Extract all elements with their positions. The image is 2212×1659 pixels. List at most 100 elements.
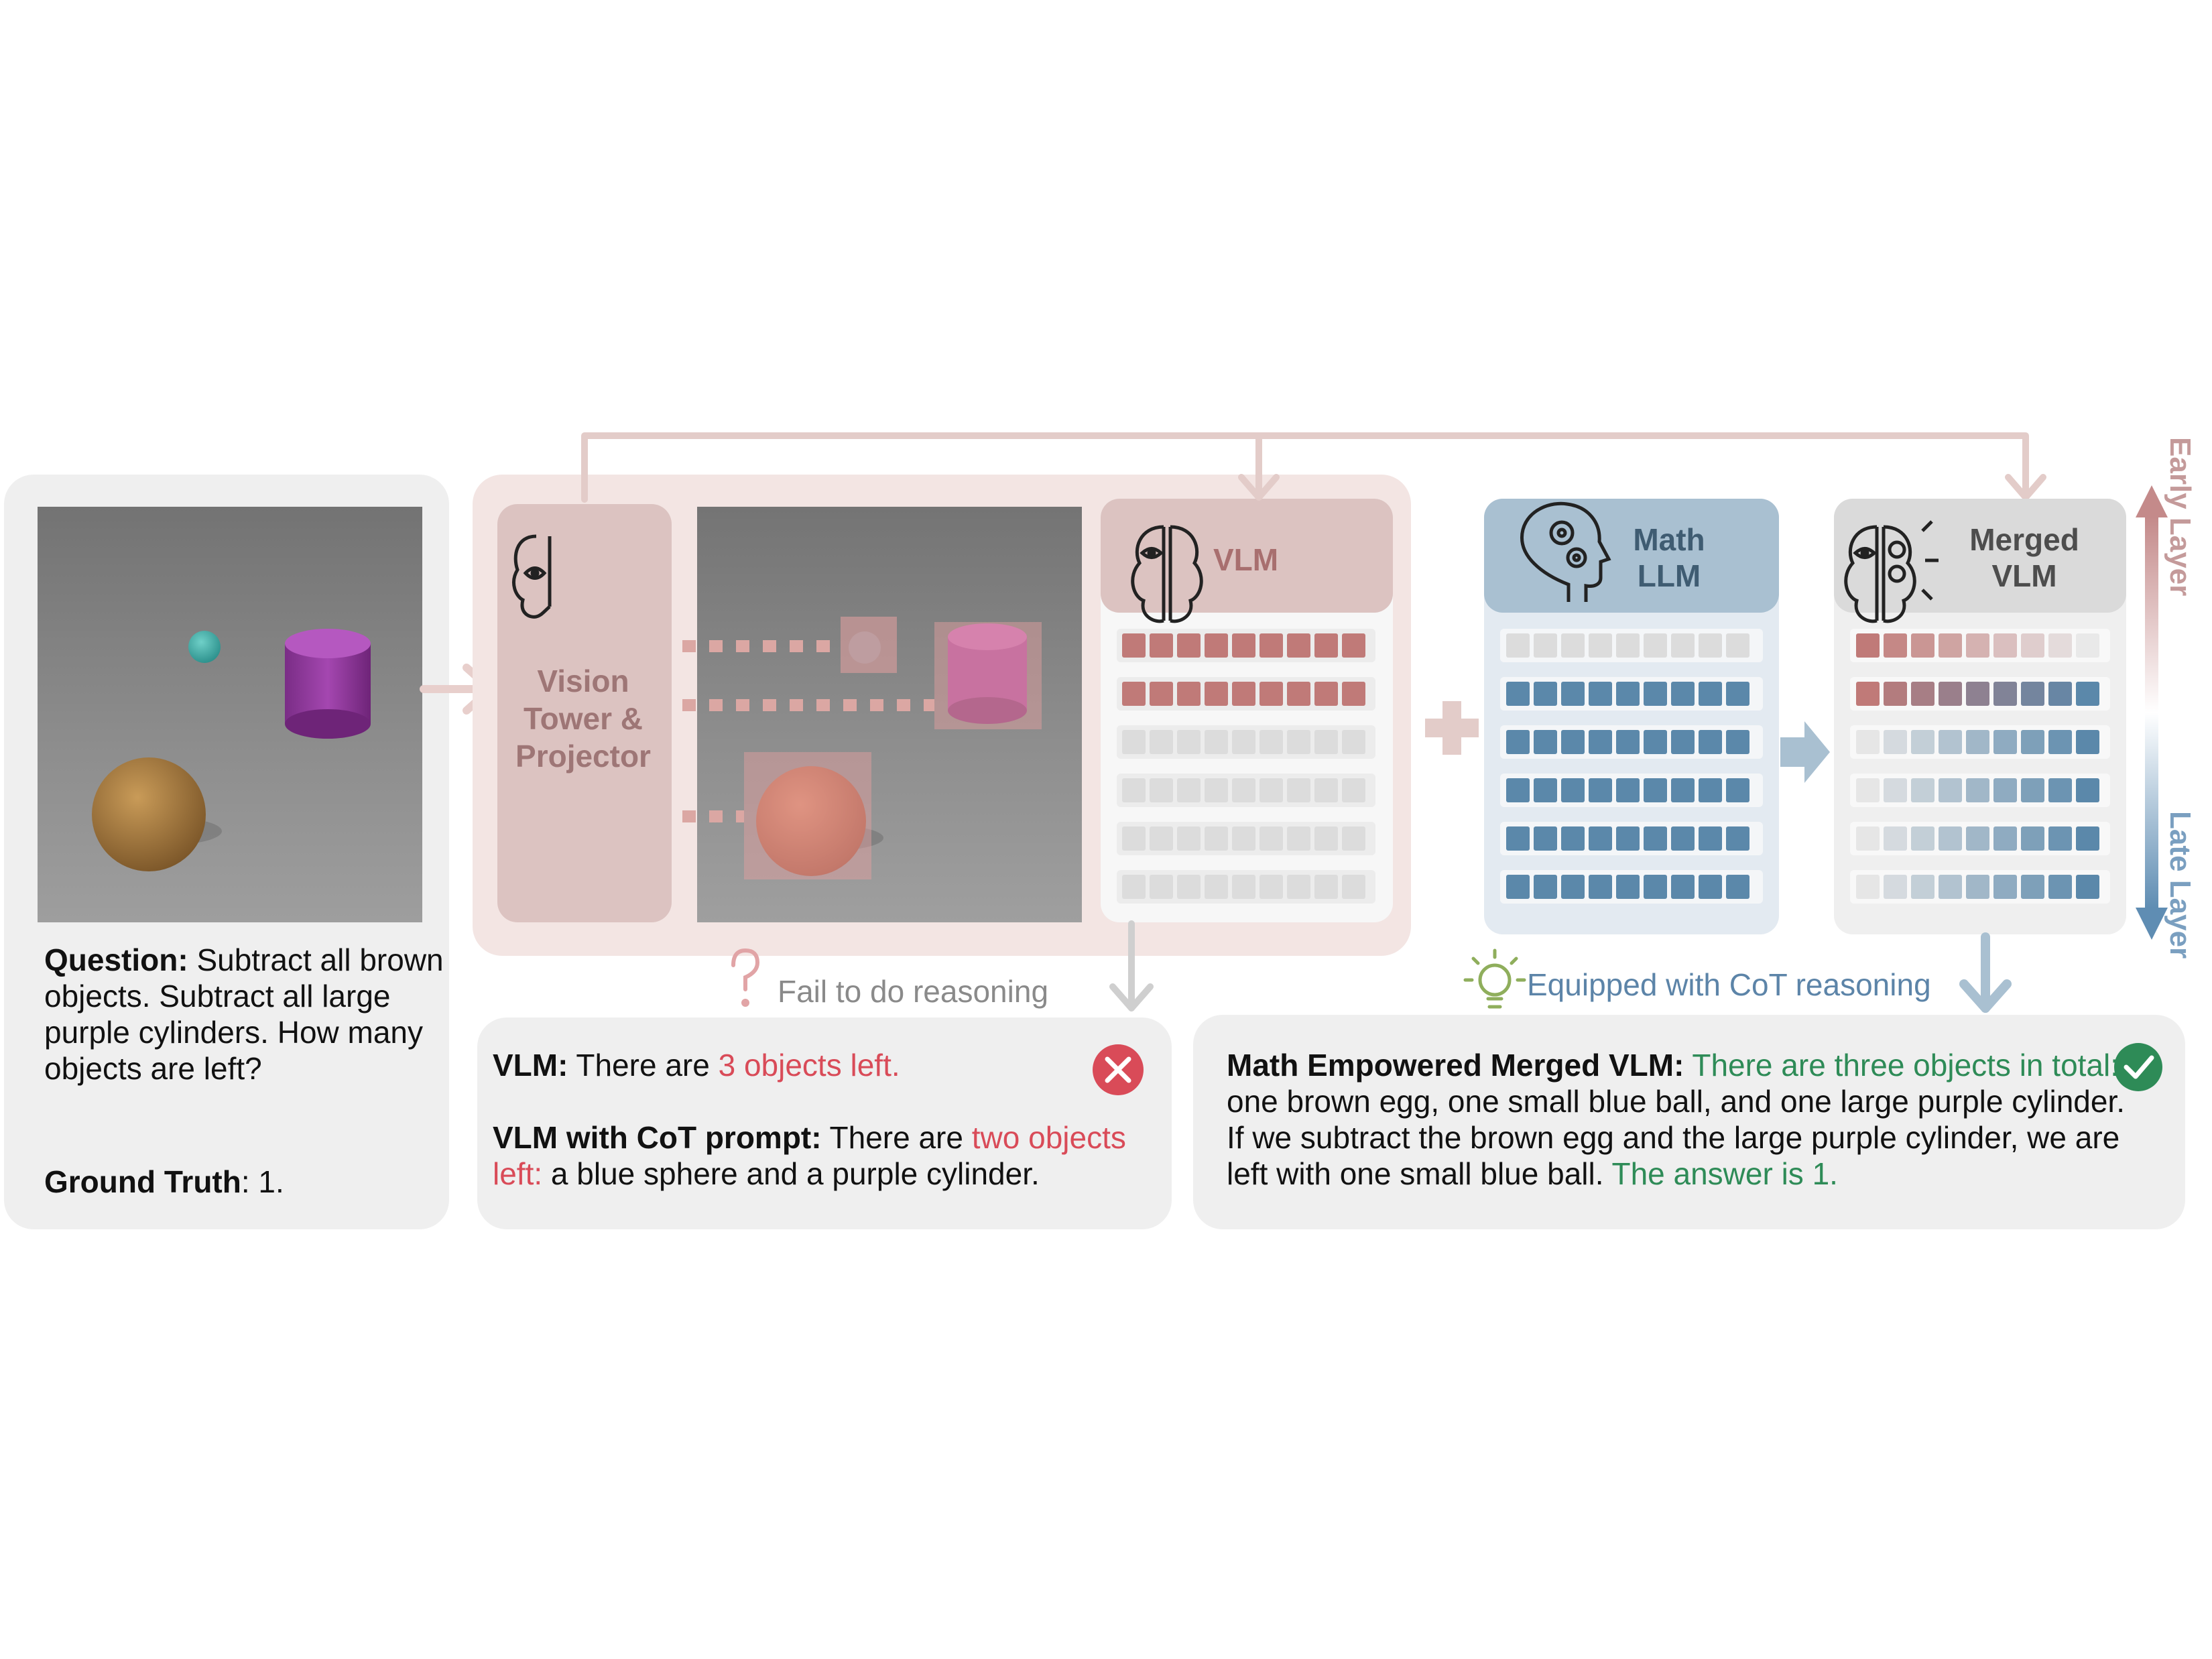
vlm-cell (1287, 826, 1310, 851)
ground-truth-label: Ground Truth (44, 1164, 241, 1199)
merged-vlm-cell (2076, 730, 2099, 754)
merged-vlm-cell (1966, 633, 1989, 658)
merged-vlm-title-line2: VLM (1991, 558, 2057, 593)
vlm-panel (473, 475, 1411, 956)
vlm-cell (1122, 682, 1146, 706)
vlm-cot-answer: VLM with CoT prompt: There are two objec… (493, 1119, 1170, 1192)
merged-vlm-cell (2076, 875, 2099, 899)
merged-vlm-cell (2076, 633, 2099, 658)
question-label: Question: (44, 942, 188, 977)
math-head-gears-icon (1520, 501, 1611, 602)
merged-vlm-cell (2076, 682, 2099, 706)
math-llm-cell (1699, 875, 1722, 899)
vlm-cell (1122, 778, 1146, 802)
bbox-cylinder (934, 622, 1042, 729)
math-llm-cell (1589, 778, 1612, 802)
vlm-cell (1314, 682, 1338, 706)
merged-vlm-cell (1966, 826, 1989, 851)
vlm-cell (1287, 730, 1310, 754)
merged-vlm-cell (1939, 682, 1962, 706)
merged-vlm-cell (2048, 875, 2072, 899)
processed-brown-sphere (756, 766, 866, 876)
merge-arrow (1780, 721, 1830, 783)
math-llm-cell (1699, 633, 1722, 658)
merged-down-arrow (1959, 932, 2012, 1013)
clevr-scene-image (38, 507, 422, 922)
vlm-cell (1177, 730, 1201, 754)
math-llm-cell (1726, 633, 1749, 658)
math-llm-title-line1: Math (1633, 522, 1705, 557)
vlm-down-arrow (1109, 920, 1154, 1011)
vlm-cell (1150, 730, 1173, 754)
merged-vlm-cell (1911, 633, 1934, 658)
merged-vlm-cell (2048, 633, 2072, 658)
merged-vlm-cell (1993, 633, 2017, 658)
question-text: Question: Subtract all brown objects. Su… (44, 942, 446, 1087)
math-llm-cell (1506, 778, 1530, 802)
math-llm-cell (1699, 682, 1722, 706)
merged-vlm-cell (1939, 826, 1962, 851)
merged-vlm-panel (1834, 499, 2126, 934)
vlm-cell (1342, 633, 1365, 658)
late-layer-label: Late Layer (2164, 811, 2197, 959)
math-llm-header (1484, 499, 1779, 613)
vlm-cell (1259, 682, 1283, 706)
math-llm-cell (1671, 826, 1695, 851)
vlm-cell (1314, 875, 1338, 899)
vlm-cell (1177, 875, 1201, 899)
vlm-cell (1232, 682, 1255, 706)
math-llm-cell (1534, 633, 1557, 658)
vlm-cell (1314, 778, 1338, 802)
merged-vlm-cell (1939, 875, 1962, 899)
purple-cylinder (285, 629, 371, 739)
merged-vlm-header (1834, 499, 2126, 613)
vlm-cell (1259, 778, 1283, 802)
math-llm-cell (1671, 682, 1695, 706)
processed-purple-cylinder (948, 623, 1027, 724)
math-llm-cell (1671, 875, 1695, 899)
merged-vlm-cell (1939, 778, 1962, 802)
vlm-cell (1342, 826, 1365, 851)
vlm-cell (1150, 826, 1173, 851)
vlm-cell (1150, 682, 1173, 706)
vlm-cell (1259, 826, 1283, 851)
merged-vlm-cell (2021, 826, 2044, 851)
fail-reasoning-label: Fail to do reasoning (778, 974, 1049, 1009)
vlm-cell (1314, 826, 1338, 851)
vlm-cell (1122, 875, 1146, 899)
merged-vlm-cell (1911, 875, 1934, 899)
math-llm-cell (1561, 682, 1585, 706)
vlm-cell (1205, 875, 1228, 899)
merged-answer: Math Empowered Merged VLM: There are thr… (1227, 1047, 2132, 1192)
vlm-cell (1232, 826, 1255, 851)
vlm-cell (1205, 730, 1228, 754)
vlm-cell (1342, 778, 1365, 802)
vlm-cell (1122, 826, 1146, 851)
math-llm-cell (1534, 778, 1557, 802)
vlm-cell (1232, 730, 1255, 754)
vlm-cell (1177, 682, 1201, 706)
vlm-cell (1177, 633, 1201, 658)
merged-answer-box (1193, 1015, 2185, 1229)
merged-vlm-title: Merged VLM (1944, 521, 2105, 594)
vlm-cot-text: There are (821, 1120, 972, 1155)
merged-vlm-cell (2076, 778, 2099, 802)
math-llm-cell (1616, 633, 1640, 658)
vlm-cell (1259, 875, 1283, 899)
math-llm-cell (1644, 682, 1667, 706)
merged-vlm-cell (1911, 730, 1934, 754)
cross-icon (1093, 1044, 1144, 1095)
vlm-cell (1205, 778, 1228, 802)
merged-vlm-cell (1939, 730, 1962, 754)
merged-vlm-cell (2048, 730, 2072, 754)
merged-vlm-cell (2021, 875, 2044, 899)
merged-vlm-cell (1856, 875, 1880, 899)
merged-vlm-cell (1911, 778, 1934, 802)
merged-brain-gears-icon (1844, 520, 1939, 623)
math-llm-title: Math LLM (1599, 521, 1739, 594)
math-llm-cell (1616, 730, 1640, 754)
merged-vlm-cell (1939, 633, 1962, 658)
vision-tower-line1: Vision (537, 664, 629, 698)
vision-tower-label: Vision Tower & Projector (499, 662, 667, 775)
